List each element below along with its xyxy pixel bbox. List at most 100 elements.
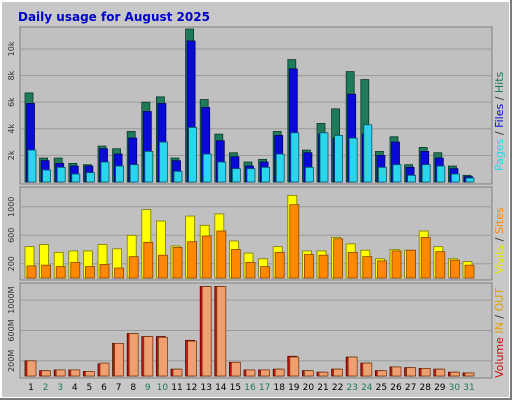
y-tick-label: 8k	[7, 70, 16, 80]
day-label: 20	[303, 383, 315, 393]
legend-entry: Pages	[493, 138, 506, 171]
pages-bar	[465, 177, 475, 183]
day-label: 8	[130, 383, 136, 393]
day-label: 9	[145, 383, 151, 393]
day-label: 1	[28, 383, 34, 393]
volume-out-bar	[318, 371, 329, 377]
pages-bar	[27, 149, 37, 183]
pages-bar	[246, 168, 256, 183]
pages-bar	[290, 132, 300, 183]
volume-out-bar	[274, 368, 285, 377]
legend-visits-sites: Visits / Sites	[493, 207, 506, 274]
volume-out-bar	[347, 356, 358, 377]
volume-out-bar	[85, 371, 95, 377]
volume-out-bar	[99, 362, 110, 377]
volume-out-bar	[449, 371, 460, 377]
y-tick-label: 4k	[7, 124, 16, 134]
day-label: 12	[186, 383, 197, 393]
pages-bar	[100, 161, 110, 183]
y-tick-label: 2k	[7, 150, 16, 160]
volume-out-bar	[216, 286, 227, 377]
y-tick-label: 1000	[7, 197, 16, 217]
day-label: 15	[230, 383, 241, 393]
volume-out-bar	[26, 360, 37, 377]
pages-bar	[363, 124, 373, 183]
sites-bar	[70, 261, 81, 279]
volume-out-bar	[172, 368, 183, 377]
day-label: 13	[200, 383, 211, 393]
pages-bar	[275, 153, 285, 183]
legend-hits-files-pages: Pages / Files / Hits	[493, 71, 506, 171]
sites-bar	[26, 265, 37, 279]
y-tick-label: 10k	[7, 41, 16, 56]
day-label: 7	[116, 383, 122, 393]
pages-bar	[421, 164, 431, 183]
legend-entry: /	[493, 93, 506, 104]
sites-bar	[143, 241, 154, 279]
sites-bar	[464, 264, 475, 279]
sites-bar	[99, 264, 110, 279]
sites-bar	[85, 266, 95, 279]
volume-out-bar	[157, 336, 168, 377]
sites-bar	[435, 251, 446, 279]
sites-bar	[406, 249, 417, 279]
pages-bar	[158, 141, 168, 183]
sites-bar	[201, 235, 212, 279]
sites-bar	[41, 264, 51, 279]
day-label: 26	[390, 383, 402, 393]
pages-bar	[86, 172, 95, 183]
pages-bar	[436, 165, 446, 183]
y-tick-label: 200M	[7, 350, 16, 372]
legend-entry: /	[493, 234, 506, 245]
day-label: 23	[346, 383, 357, 393]
pages-bar	[129, 164, 139, 183]
hits-files-pages-bars	[24, 28, 475, 183]
sites-bar	[449, 259, 460, 279]
volume-out-bar	[391, 366, 402, 377]
volume-out-bar	[376, 370, 387, 377]
pages-bar	[71, 173, 81, 183]
sites-bar	[216, 230, 227, 279]
legend-entry: Visits	[493, 245, 506, 274]
sites-bar	[303, 254, 314, 279]
volume-out-bar	[303, 370, 314, 377]
day-label: 16	[244, 383, 256, 393]
pages-bar	[334, 135, 344, 183]
legend-entry: Hits	[493, 71, 506, 93]
day-label: 5	[87, 383, 93, 393]
day-label: 14	[215, 383, 227, 393]
volume-out-bar	[245, 369, 256, 377]
day-label: 2	[43, 383, 49, 393]
chart-title: Daily usage for August 2025	[18, 10, 210, 24]
sites-bar	[245, 261, 256, 279]
day-label: 21	[317, 383, 328, 393]
sites-bar	[128, 256, 139, 279]
legend-entry: Sites	[493, 207, 506, 234]
sites-bar	[230, 249, 241, 279]
pages-bar	[42, 169, 51, 183]
sites-bar	[289, 204, 300, 279]
volume-out-bar	[70, 369, 81, 377]
pages-bar	[231, 168, 241, 183]
visits-sites-bars	[24, 195, 475, 279]
day-label: 11	[171, 383, 182, 393]
day-label: 6	[101, 383, 107, 393]
volume-out-bar	[143, 336, 154, 377]
volume-out-bar	[55, 369, 66, 377]
sites-bar	[172, 246, 183, 279]
day-label: 18	[273, 383, 285, 393]
pages-bar	[144, 150, 154, 183]
sites-bar	[376, 260, 387, 279]
day-label: 17	[259, 383, 270, 393]
legend-entry: Files	[493, 104, 506, 128]
day-label: 19	[288, 383, 300, 393]
day-label: 4	[72, 383, 78, 393]
volume-out-bar	[187, 340, 198, 377]
pages-bar	[304, 166, 314, 183]
pages-bar	[377, 166, 387, 183]
y-tick-label: 200	[7, 256, 16, 271]
volume-out-bar	[201, 286, 212, 377]
volume-out-bar	[464, 372, 475, 377]
sites-bar	[157, 254, 168, 279]
